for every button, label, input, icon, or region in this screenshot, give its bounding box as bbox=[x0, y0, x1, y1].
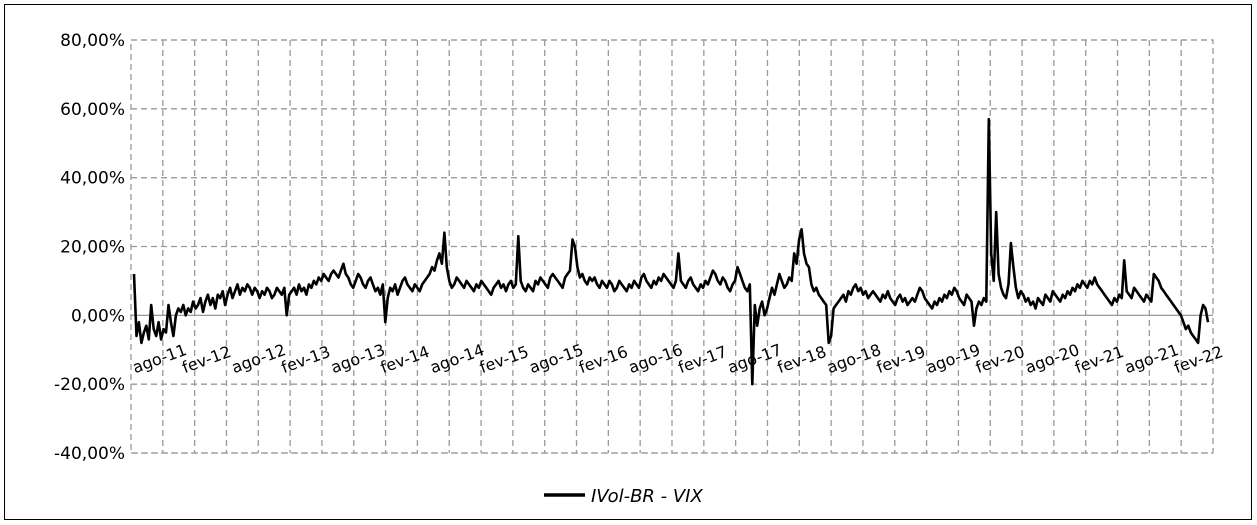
y-axis-tick-labels: 80,00% 60,00% 40,00% 20,00% 0,00% -20,00% -40,… bbox=[54, 31, 125, 464]
chart-frame: 80,00% 60,00% 40,00% 20,00% 0,00% -20,00% -40,… bbox=[4, 4, 1252, 520]
series-layer bbox=[132, 117, 1210, 386]
plot-border bbox=[130, 39, 1214, 454]
y-tick-label: 80,00% bbox=[60, 31, 125, 51]
grid-layer bbox=[131, 39, 1213, 454]
x-tick-label: fev-12 bbox=[179, 342, 233, 377]
y-tick-label: -40,00% bbox=[54, 444, 125, 464]
x-tick-label: fev-22 bbox=[1171, 342, 1225, 377]
x-tick-label: fev-16 bbox=[576, 342, 630, 377]
series-line-ivol-br-vix bbox=[132, 117, 1210, 386]
x-tick-label: fev-17 bbox=[675, 342, 729, 377]
x-tick-label: fev-19 bbox=[874, 342, 928, 377]
y-tick-label: 20,00% bbox=[60, 238, 125, 258]
plot-area-border bbox=[130, 39, 1214, 454]
x-tick-label: fev-20 bbox=[973, 342, 1027, 377]
legend: IVol-BR - VIX bbox=[544, 486, 703, 507]
y-tick-label: 40,00% bbox=[60, 169, 125, 189]
chart-svg: 80,00% 60,00% 40,00% 20,00% 0,00% -20,00% -40,… bbox=[54, 31, 1226, 507]
y-tick-label: -20,00% bbox=[54, 375, 125, 395]
legend-label: IVol-BR - VIX bbox=[591, 486, 703, 507]
x-axis-tick-labels: ago-11fev-12ago-12fev-13ago-13fev-14ago-… bbox=[130, 340, 1226, 377]
x-tick-label: fev-14 bbox=[378, 342, 432, 377]
x-tick-label: fev-13 bbox=[279, 342, 333, 377]
y-tick-label: 0,00% bbox=[71, 306, 125, 326]
x-tick-label: fev-18 bbox=[775, 342, 829, 377]
y-tick-label: 60,00% bbox=[60, 100, 125, 120]
x-tick-label: fev-21 bbox=[1072, 342, 1126, 377]
x-tick-label: fev-15 bbox=[477, 342, 531, 377]
